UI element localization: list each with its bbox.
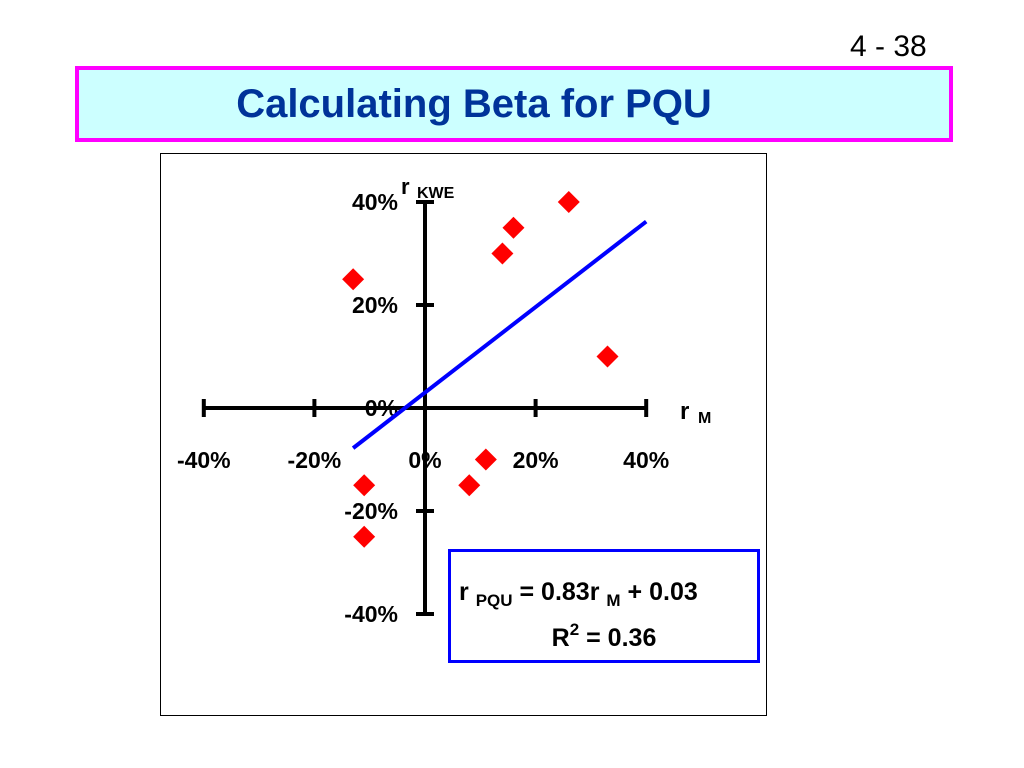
- data-point-8: [353, 525, 376, 548]
- y-tick-label: -20%: [344, 498, 398, 524]
- x-axis-label: r: [680, 398, 689, 425]
- data-point-4: [596, 345, 619, 368]
- equation-equals: =: [519, 578, 535, 606]
- equation-rhs-var: r: [589, 578, 600, 606]
- data-point-1: [502, 216, 525, 239]
- regression-line: [351, 219, 648, 450]
- x-tick-label: -20%: [288, 447, 342, 473]
- regression-equation-box: r PQU = 0.83r M + 0.03 R2 = 0.36: [448, 549, 760, 663]
- equation-lhs-subscript: PQU: [475, 591, 513, 610]
- regression-equation: r PQU = 0.83r M + 0.03: [459, 578, 698, 610]
- y-tick-label: 20%: [352, 292, 398, 318]
- data-point-7: [458, 474, 481, 497]
- data-point-0: [557, 191, 580, 213]
- y-axis-label-subscript: KWE: [417, 185, 455, 202]
- x-tick-label: 0%: [408, 447, 441, 473]
- equation-slope: 0.83: [541, 578, 590, 606]
- slide-number: 4 - 38: [850, 30, 927, 63]
- title-banner: Calculating Beta for PQU: [75, 66, 953, 142]
- data-point-5: [474, 448, 497, 471]
- data-point-6: [353, 474, 376, 497]
- equation-lhs-var: r: [459, 578, 469, 606]
- r-squared-exponent: 2: [569, 620, 580, 639]
- data-point-3: [342, 268, 365, 291]
- data-point-2: [491, 242, 514, 265]
- y-axis-label: r: [401, 174, 410, 199]
- plot-frame: [160, 153, 767, 716]
- r-squared-var: R: [551, 624, 570, 652]
- y-tick-label: -40%: [344, 601, 398, 627]
- r-squared: R2 = 0.36: [451, 620, 757, 653]
- x-axis-label-subscript: M: [698, 410, 711, 427]
- x-tick-label: 40%: [623, 447, 669, 473]
- equation-plus: +: [627, 578, 643, 606]
- x-tick-label: -40%: [177, 447, 231, 473]
- y-tick-label: 40%: [352, 189, 398, 215]
- x-tick-label: 20%: [513, 447, 559, 473]
- slide-title: Calculating Beta for PQU: [236, 81, 712, 126]
- r-squared-value: = 0.36: [586, 624, 657, 652]
- equation-rhs-subscript: M: [606, 591, 621, 610]
- equation-intercept: 0.03: [649, 578, 698, 606]
